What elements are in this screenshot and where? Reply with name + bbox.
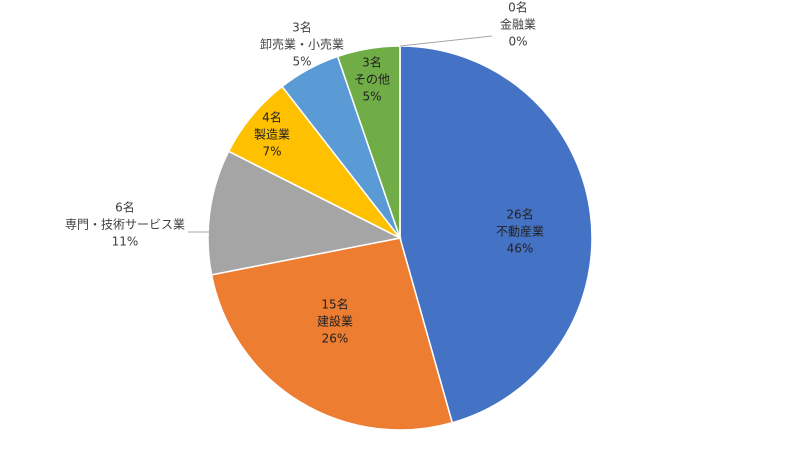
pie-slice [207, 150, 403, 276]
data-label-category: 専門・技術サービス業 [65, 218, 185, 232]
data-label-percent: 26% [322, 332, 349, 346]
data-label-percent: 5% [292, 55, 311, 69]
data-label-category: 金融業 [500, 17, 536, 32]
data-label-count: 26名 [506, 207, 533, 222]
data-label-percent: 46% [507, 242, 534, 256]
data-label-percent: 5% [362, 90, 381, 104]
data-label-count: 15名 [321, 297, 348, 312]
data-label-count: 3名 [362, 55, 382, 70]
data-label-percent: 0% [508, 35, 527, 49]
data-label-category: 不動産業 [496, 224, 544, 239]
pie-slice [399, 45, 593, 424]
data-label-percent: 7% [262, 145, 281, 159]
data-label-category: その他 [354, 73, 390, 87]
pie-slice [210, 237, 454, 431]
data-label-count: 0名 [508, 0, 528, 15]
data-label-count: 3名 [292, 20, 312, 35]
data-label-count: 6名 [115, 200, 135, 215]
leader-line [399, 35, 493, 47]
data-label-category: 建設業 [317, 314, 353, 329]
data-label-percent: 11% [112, 235, 139, 249]
data-label-category: 製造業 [254, 128, 290, 142]
data-label-category: 卸売業・小売業 [260, 37, 344, 52]
data-label-count: 4名 [262, 110, 282, 125]
